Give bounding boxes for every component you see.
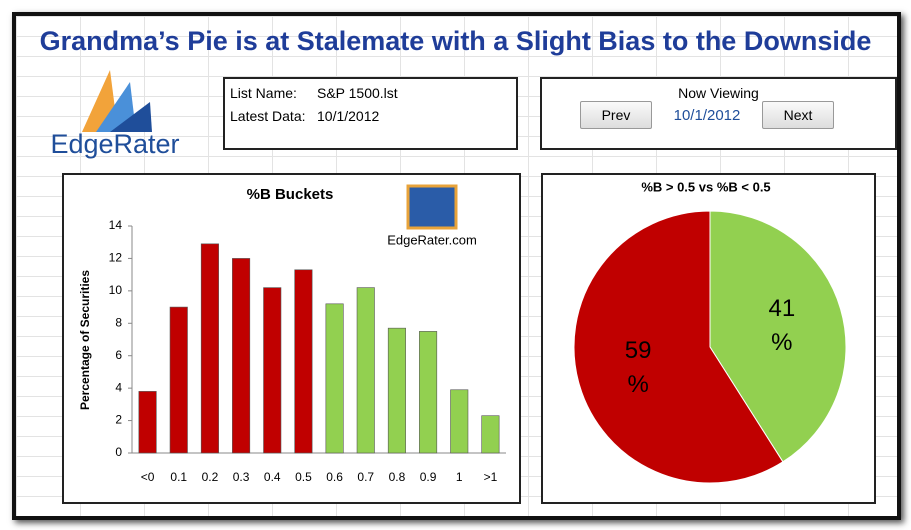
bar	[169, 306, 188, 454]
x-tick-label: 0.1	[170, 470, 187, 484]
x-tick-label: 0.6	[326, 470, 343, 484]
bar	[387, 327, 406, 454]
prev-button[interactable]: Prev	[580, 101, 652, 129]
x-tick-label: 0.3	[233, 470, 250, 484]
nav-box: Now Viewing Prev 10/1/2012 Next	[540, 77, 897, 150]
y-axis-label: Percentage of Securities	[78, 270, 92, 410]
x-tick-label: 0.2	[202, 470, 219, 484]
bar	[450, 389, 469, 454]
pie-label: 59 %	[624, 336, 652, 398]
y-tick-label: 12	[109, 251, 123, 265]
page-title: Grandma’s Pie is at Stalemate with a Sli…	[39, 26, 872, 56]
y-tick-label: 2	[115, 413, 122, 427]
x-tick-label: 0.8	[389, 470, 406, 484]
x-tick-label: 0.9	[420, 470, 437, 484]
x-tick-label: 0.7	[357, 470, 374, 484]
logo-text: EdgeRater	[50, 129, 179, 159]
y-tick-label: 0	[115, 445, 122, 459]
logo-icon	[406, 184, 458, 230]
chart-title: %B Buckets	[247, 186, 334, 203]
bar	[294, 269, 313, 454]
pie-label: 41 %	[768, 295, 796, 357]
y-tick-label: 6	[115, 348, 122, 362]
bar	[325, 303, 344, 454]
info-box: List Name: S&P 1500.lst Latest Data: 10/…	[223, 77, 518, 150]
x-tick-label: 0.4	[264, 470, 281, 484]
y-tick-label: 4	[115, 380, 122, 394]
next-button[interactable]: Next	[762, 101, 834, 129]
logo-text: EdgeRater.com	[387, 232, 477, 247]
bar	[200, 243, 219, 454]
x-tick-label: <0	[141, 470, 155, 484]
bar	[138, 391, 157, 454]
chart-title: %B > 0.5 vs %B < 0.5	[641, 179, 770, 194]
data-value: 10/1/2012	[317, 108, 380, 124]
x-tick-label: >1	[484, 470, 498, 484]
list-value: S&P 1500.lst	[317, 85, 398, 101]
data-label: Latest Data:	[230, 108, 306, 124]
bar	[232, 258, 251, 454]
y-tick-label: 14	[109, 218, 123, 232]
logo: EdgeRater	[50, 70, 180, 159]
y-tick-label: 8	[115, 315, 122, 329]
bar	[263, 287, 282, 454]
pie-slice	[573, 210, 784, 484]
pie-slice	[709, 210, 847, 463]
x-tick-label: 0.5	[295, 470, 312, 484]
bar	[356, 287, 375, 454]
bar	[419, 331, 438, 454]
x-tick-label: 1	[456, 470, 463, 484]
nav-date: 10/1/2012	[673, 107, 741, 124]
nav-heading: Now Viewing	[678, 85, 759, 101]
bar	[481, 415, 500, 454]
y-tick-label: 10	[109, 283, 123, 297]
list-label: List Name:	[230, 85, 297, 101]
